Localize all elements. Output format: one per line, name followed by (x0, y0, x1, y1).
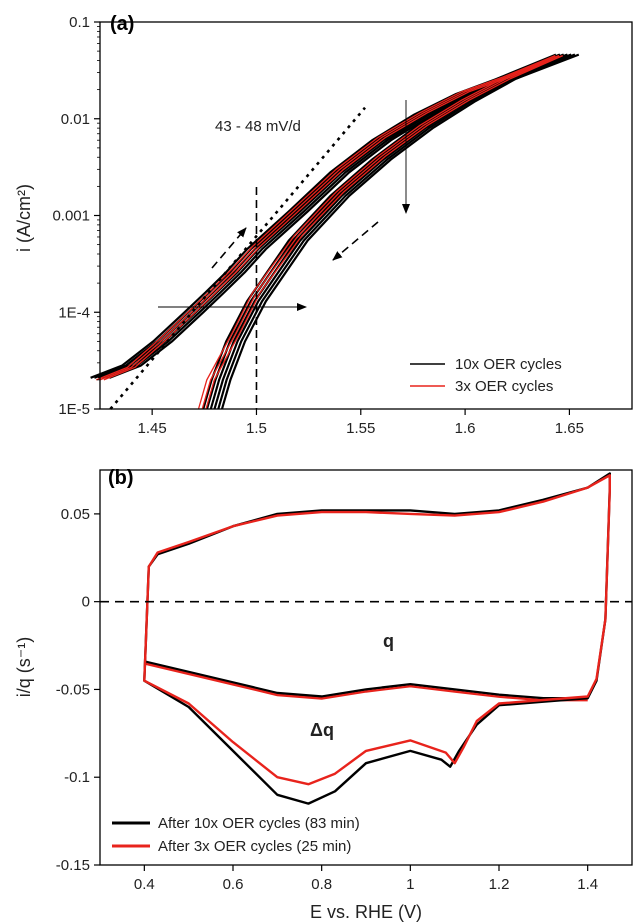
panel-a-ytick-label: 0.1 (69, 14, 90, 31)
panel-a-xtick-label: 1.45 (138, 420, 167, 437)
series-3x-anodic-line (95, 54, 556, 381)
panel-a-xtick-label: 1.65 (555, 420, 584, 437)
panel-b-series-layer (143, 472, 611, 805)
upper-cathodic-branch-black (144, 660, 588, 700)
panel-b-xtick-label: 1.4 (577, 876, 598, 893)
panel-a-label: (a) (110, 13, 134, 35)
panel-b-ytick-label: -0.05 (56, 681, 90, 698)
panel-b-frame (99, 469, 633, 866)
charge-annotation: q (383, 631, 394, 651)
series-10x-anodic-line (101, 53, 568, 379)
panel-a-ytick-label: 1E-5 (58, 401, 90, 418)
panel-a-xtick-label: 1.55 (346, 420, 375, 437)
cv-loop-after-3x (143, 474, 611, 786)
cv-loop-after-10x (143, 472, 611, 805)
panel-b-xtick-label: 1 (406, 876, 414, 893)
panel-b-legend: After 10x OER cycles (83 min) After 3x O… (112, 815, 360, 855)
series-3x-cathodic-line (201, 55, 560, 410)
legend-label-3x: 3x OER cycles (455, 378, 553, 395)
panel-b-ytick-label: -0.1 (64, 769, 90, 786)
panel-b-ytick-label: 0.05 (61, 506, 90, 523)
series-10x-anodic-line (105, 53, 572, 379)
sweep-arrow-up (211, 227, 247, 269)
panel-a-xtick-label: 1.6 (455, 420, 476, 437)
series-3x-cathodic-line (205, 55, 563, 410)
panel-b-ylabel: i/q (s⁻¹) (14, 637, 34, 698)
panel-b-xtick-label: 0.8 (311, 876, 332, 893)
panel-a-ytick-label: 0.01 (61, 111, 90, 128)
panel-a-legend: 10x OER cycles 3x OER cycles (410, 356, 562, 395)
sweep-arrow-down (332, 221, 379, 261)
panel-a-series-layer (90, 53, 580, 410)
series-10x-cathodic-line (220, 53, 580, 410)
upper-cathodic-branch-red (144, 662, 588, 702)
legend-label-10x: 10x OER cycles (455, 356, 562, 373)
panel-b-xtick-label: 0.4 (134, 876, 155, 893)
series-3x-anodic-line (99, 54, 560, 381)
delta-charge-annotation: Δq (310, 720, 334, 740)
panel-a-ytick-label: 0.001 (52, 208, 90, 225)
tafel-fit-line (109, 106, 366, 410)
tafel-slope-annotation: 43 - 48 mV/d (215, 118, 301, 135)
panel-b-ytick-label: -0.15 (56, 857, 90, 874)
panel-a-reference-lines (109, 106, 366, 410)
panel-a-xtick-label: 1.5 (246, 420, 267, 437)
panel-b-ticks: 0.4 0.6 0.8 1 1.2 1.4 -0.15 -0.1 -0.05 0 0.05 (56, 506, 598, 893)
panel-b-xlabel: E vs. RHE (V) (310, 902, 422, 922)
panel-b-xtick-label: 0.6 (223, 876, 244, 893)
panel-b-ytick-label: 0 (82, 594, 90, 611)
legend-label-after-10x: After 10x OER cycles (83 min) (158, 815, 360, 832)
series-10x-cathodic-line (217, 53, 576, 410)
panel-a-ylabel: i (A/cm²) (14, 184, 34, 252)
legend-label-after-3x: After 3x OER cycles (25 min) (158, 838, 351, 855)
series-3x-cathodic-line (197, 55, 556, 410)
panel-a: 1.45 1.5 1.55 1.6 1.65 1E-5 1E-4 0.001 0.01 0.1 (… (14, 13, 633, 437)
panel-b-xtick-label: 1.2 (489, 876, 510, 893)
panel-b-label: (b) (108, 467, 134, 489)
panel-a-ticks: 1.45 1.5 1.55 1.6 1.65 1E-5 1E-4 0.001 0.01 0.1 (52, 14, 584, 437)
panel-a-ytick-label: 1E-4 (58, 304, 90, 321)
panel-a-frame (99, 21, 633, 410)
